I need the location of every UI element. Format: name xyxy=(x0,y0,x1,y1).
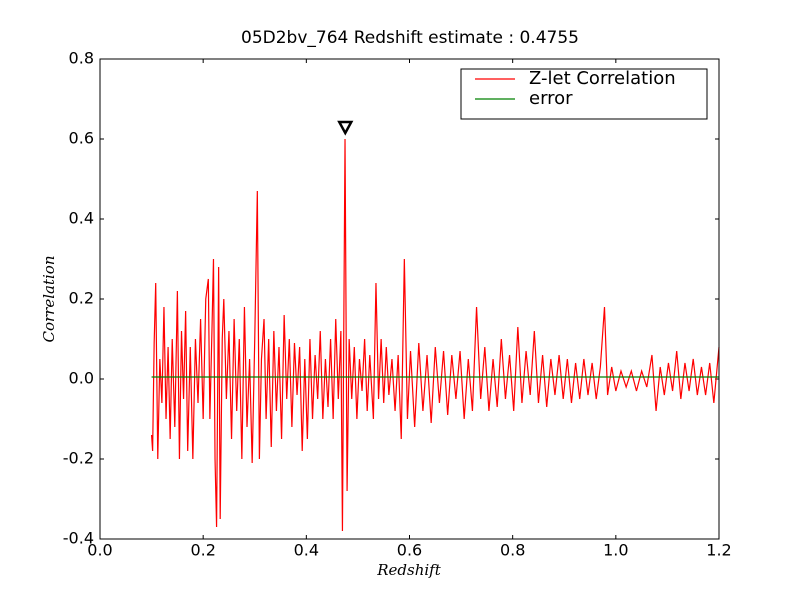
y-tick-label: 0.2 xyxy=(69,289,94,308)
y-tick-label: 0.8 xyxy=(69,49,94,68)
x-tick-label: 1.0 xyxy=(603,541,628,560)
x-tick-label: 0.4 xyxy=(294,541,319,560)
y-tick-label: 0.6 xyxy=(69,129,94,148)
chart-title: 05D2bv_764 Redshift estimate : 0.4755 xyxy=(241,28,579,48)
x-tick-label: 0.2 xyxy=(190,541,215,560)
x-tick-label: 1.2 xyxy=(706,541,731,560)
plot-frame xyxy=(99,58,720,540)
line-series xyxy=(150,138,720,532)
y-tick-label: -0.4 xyxy=(63,529,94,548)
x-tick-label: 0.8 xyxy=(500,541,525,560)
y-axis-label: Correlation xyxy=(40,256,58,343)
y-tick-label: 0.0 xyxy=(69,369,94,388)
legend-box xyxy=(460,68,708,120)
legend-label: Z-let Correlation xyxy=(529,68,676,89)
peak-marker xyxy=(337,120,354,136)
x-tick-label: 0.0 xyxy=(87,541,112,560)
legend-label: error xyxy=(529,88,573,109)
x-tick-label: 0.6 xyxy=(397,541,422,560)
y-tick-label: 0.4 xyxy=(69,209,94,228)
y-tick-label: -0.2 xyxy=(63,449,94,468)
x-axis-label: Redshift xyxy=(376,561,441,579)
